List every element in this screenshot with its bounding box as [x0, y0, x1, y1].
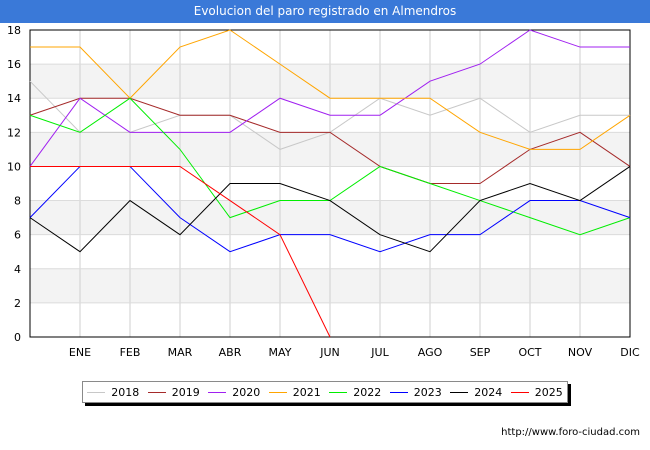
legend-item-2022: 2022	[329, 386, 381, 399]
legend-label: 2023	[413, 385, 442, 399]
x-tick-label: ENE	[69, 346, 91, 359]
legend-item-2024: 2024	[450, 386, 502, 399]
x-tick-label: FEB	[120, 346, 141, 359]
legend-swatch	[450, 391, 469, 393]
x-tick-label: MAR	[168, 346, 193, 359]
legend-label: 2024	[474, 385, 503, 399]
legend-swatch	[147, 391, 166, 393]
legend-swatch	[268, 391, 287, 393]
legend-item-2025: 2025	[510, 385, 563, 399]
x-tick-label: SEP	[470, 346, 491, 359]
x-tick-labels: ENE FEB MAR ABR MAY JUN JUL AGO SEP OCT NOV DIC	[69, 346, 640, 359]
legend-item-2021: 2021	[268, 385, 321, 399]
y-tick-label: 14	[7, 92, 21, 105]
x-tick-label: AGO	[418, 346, 443, 359]
series-line-2024	[29, 166, 631, 253]
y-tick-label: 10	[7, 160, 21, 173]
x-tick-label: MAY	[269, 346, 292, 359]
y-tick-label: 16	[7, 58, 21, 71]
legend-label: 2018	[111, 385, 140, 399]
y-tick-label: 0	[14, 331, 21, 344]
legend-item-2019: 2019	[147, 385, 200, 399]
legend-item-2020: 2020	[208, 386, 260, 399]
legend-swatch	[329, 391, 348, 393]
series-lines	[29, 29, 631, 338]
legend-label: 2021	[292, 385, 321, 399]
legend: 2018 2019 2020 2021 2022 2023 2024 2025	[82, 381, 568, 403]
legend-item-2018: 2018	[87, 386, 139, 399]
x-tick-label: OCT	[518, 346, 541, 359]
legend-item-2023: 2023	[389, 385, 442, 399]
y-tick-label: 8	[14, 195, 21, 208]
y-tick-label: 4	[14, 263, 21, 276]
legend-label: 2025	[534, 385, 563, 399]
y-tick-label: 2	[14, 297, 21, 310]
source-url: http://www.foro-ciudad.com	[501, 427, 640, 438]
y-tick-labels: 0 2 4 6 8 10 12 14 16 18	[7, 24, 21, 344]
x-tick-label: DIC	[620, 346, 640, 359]
legend-label: 2020	[232, 385, 261, 399]
legend-label: 2022	[353, 385, 382, 399]
x-tick-label: JUN	[319, 346, 340, 359]
series-line-2025	[30, 165, 331, 338]
legend-swatch	[389, 391, 408, 393]
y-tick-label: 12	[7, 126, 21, 139]
x-tick-label: ABR	[219, 346, 242, 359]
y-tick-label: 6	[14, 229, 21, 242]
x-tick-label: JUL	[370, 346, 389, 359]
legend-swatch	[208, 391, 227, 393]
legend-label: 2019	[171, 385, 200, 399]
chart-title: Evolucion del paro registrado en Almendr…	[0, 0, 650, 23]
series-line-2020	[29, 29, 630, 167]
legend-swatch	[510, 391, 529, 393]
y-tick-label: 18	[7, 24, 21, 37]
x-tick-label: NOV	[568, 346, 593, 359]
legend-swatch	[87, 391, 106, 393]
